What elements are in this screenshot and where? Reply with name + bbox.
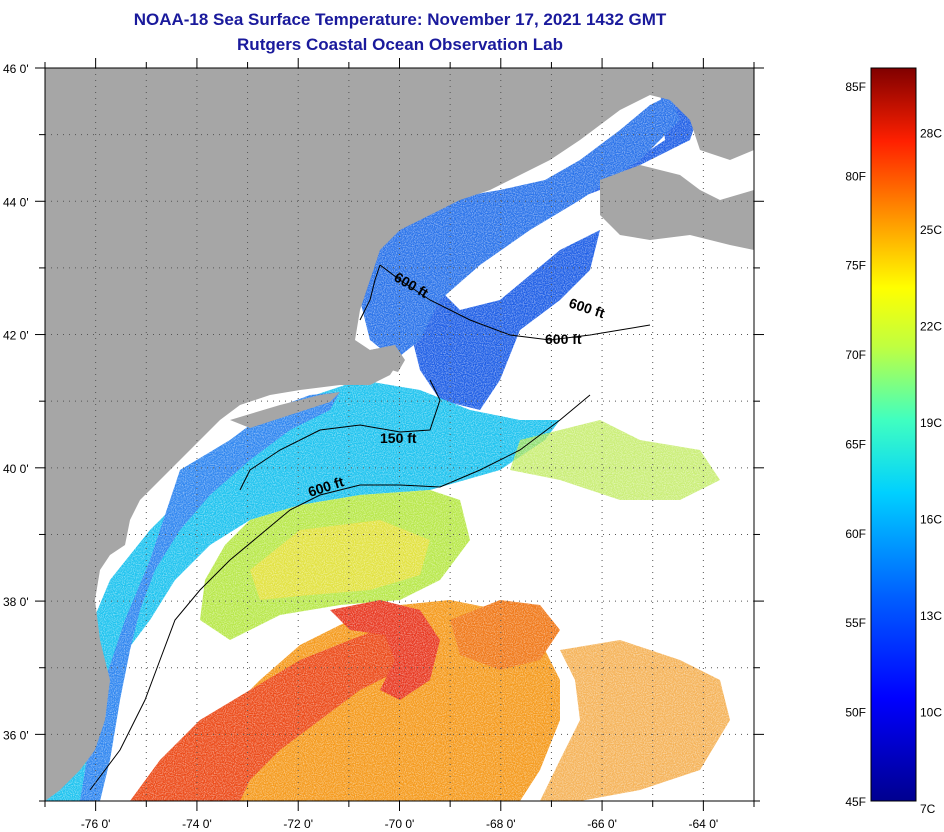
lon-label: -72 0' bbox=[283, 817, 313, 831]
land-nova-scotia bbox=[600, 165, 754, 250]
lat-label: 46 0' bbox=[3, 62, 29, 76]
map-grid bbox=[45, 68, 754, 801]
lon-label: -74 0' bbox=[182, 817, 212, 831]
depth-label-150: 150 ft bbox=[380, 430, 417, 446]
depth-contour-600-shelf bbox=[89, 394, 591, 791]
depth-contour-150 bbox=[239, 379, 441, 491]
land-mainland bbox=[45, 68, 754, 801]
lon-label: -76 0' bbox=[81, 817, 111, 831]
lat-label: 40 0' bbox=[3, 462, 29, 476]
map-title: NOAA-18 Sea Surface Temperature: Novembe… bbox=[133, 10, 667, 29]
lat-label: 38 0' bbox=[3, 595, 29, 609]
lat-label: 44 0' bbox=[3, 195, 29, 209]
lat-label: 42 0' bbox=[3, 329, 29, 343]
axis-ticks bbox=[35, 58, 764, 811]
map-subtitle: Rutgers Coastal Ocean Observation Lab bbox=[237, 35, 563, 54]
land-cape-cod bbox=[370, 345, 405, 372]
lon-label: -70 0' bbox=[385, 817, 415, 831]
depth-contour-600-inner bbox=[359, 264, 381, 321]
lon-label: -64 0' bbox=[689, 817, 719, 831]
lon-label: -66 0' bbox=[587, 817, 617, 831]
depth-label-600-georges: 600 ft bbox=[545, 331, 582, 347]
land-long-island bbox=[230, 392, 340, 428]
longitude-labels: -76 0' -74 0' -72 0' -70 0' -68 0' -66 0' -64 … bbox=[81, 817, 718, 831]
lat-label: 36 0' bbox=[3, 728, 29, 742]
latitude-labels: 46 0' 44 0' 42 0' 40 0' 38 0' 36 0' bbox=[3, 62, 29, 742]
lon-label: -68 0' bbox=[486, 817, 516, 831]
depth-contour-600-gulf-maine bbox=[379, 264, 651, 341]
